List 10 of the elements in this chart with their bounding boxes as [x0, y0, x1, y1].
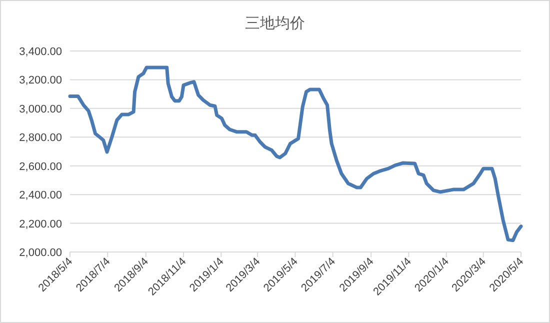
- y-tick-label: 3,400.00: [19, 46, 62, 58]
- y-tick-label: 2,400.00: [19, 190, 62, 202]
- y-tick-label: 2,200.00: [19, 218, 62, 230]
- y-tick-label: 3,200.00: [19, 74, 62, 87]
- line-series: [68, 66, 523, 242]
- y-tick-label: 3,000.00: [19, 103, 62, 116]
- chart-title: 三地均价: [245, 15, 305, 32]
- y-tick-label: 2,800.00: [19, 132, 62, 144]
- y-tick-label: 2,000.00: [19, 247, 62, 259]
- y-tick-label: 2,600.00: [19, 160, 62, 173]
